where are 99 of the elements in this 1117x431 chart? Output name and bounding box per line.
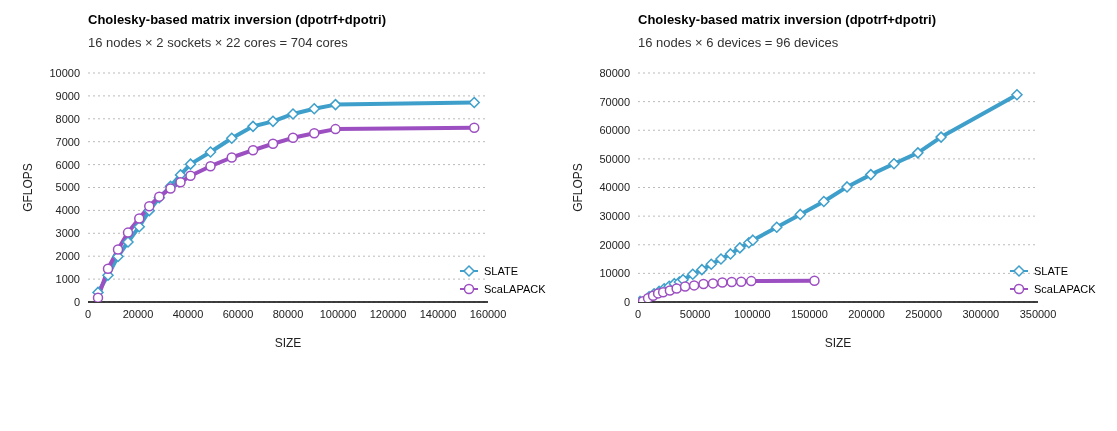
y-tick-label: 70000 <box>599 95 630 108</box>
point <box>865 168 877 181</box>
point <box>330 123 341 135</box>
x-axis-title: SIZE <box>274 336 302 350</box>
x-tick-label: 150000 <box>791 307 828 320</box>
legend-label: ScaLAPACK <box>1034 283 1096 295</box>
point <box>309 127 320 139</box>
y-tick-label: 4000 <box>55 204 80 217</box>
point <box>734 242 746 254</box>
point <box>226 152 237 163</box>
y-tick-label: 7000 <box>55 135 80 148</box>
y-tick-label: 40000 <box>599 181 630 194</box>
point <box>688 280 700 291</box>
x-tick-label: 120000 <box>369 307 407 320</box>
x-tick-label: 100000 <box>733 307 771 320</box>
x-tick-label: 100000 <box>319 307 357 320</box>
point <box>698 278 709 290</box>
x-tick-label: 80000 <box>272 307 304 320</box>
y-tick-label: 10000 <box>49 66 80 79</box>
point <box>185 170 196 182</box>
point <box>287 132 299 144</box>
point <box>205 160 216 172</box>
y-tick-label: 20000 <box>599 238 630 251</box>
point <box>747 234 759 246</box>
x-tick-label: 20000 <box>122 307 154 320</box>
x-tick-label: 50000 <box>679 307 711 320</box>
point <box>122 236 134 248</box>
y-axis-title: GFLOPS <box>21 163 36 212</box>
point <box>287 108 299 120</box>
legend-label: SLATE <box>1034 265 1069 277</box>
y-tick-label: 5000 <box>55 181 80 194</box>
chart-subtitle: 16 nodes × 6 devices = 96 devices <box>637 34 840 52</box>
x-tick-label: 60000 <box>222 307 254 320</box>
point <box>267 138 279 150</box>
y-axis-title: GFLOPS <box>571 163 586 212</box>
point <box>134 213 145 224</box>
y-tick-label: 6000 <box>55 158 80 171</box>
y-tick-label: 0 <box>623 295 630 308</box>
y-tick-label: 8000 <box>55 112 80 125</box>
point <box>679 281 691 292</box>
point <box>715 253 727 265</box>
point <box>705 258 718 270</box>
x-tick-label: 0 <box>634 307 642 320</box>
x-tick-label: 200000 <box>848 307 885 320</box>
point <box>841 181 853 193</box>
y-tick-label: 60000 <box>599 124 630 137</box>
point <box>175 176 186 188</box>
y-tick-label: 3000 <box>55 227 80 240</box>
chart-subtitle: 16 nodes × 2 sockets × 22 cores = 704 cores <box>87 34 349 52</box>
point <box>671 283 682 294</box>
chart-title: Cholesky-based matrix inversion (dpotrf+dpotri) <box>637 11 937 29</box>
x-tick-label: 250000 <box>905 307 943 320</box>
point <box>935 131 947 143</box>
point <box>707 278 719 289</box>
point <box>308 102 320 115</box>
legend-label: ScaLAPACK <box>484 283 546 295</box>
point <box>144 201 155 212</box>
point <box>247 120 259 133</box>
legend-label: SLATE <box>484 265 519 277</box>
point <box>888 157 900 170</box>
point <box>204 146 217 158</box>
y-tick-label: 0 <box>73 295 80 308</box>
y-tick-label: 2000 <box>55 250 80 263</box>
x-tick-label: 140000 <box>419 307 457 320</box>
x-tick-label: 0 <box>84 307 92 320</box>
x-axis-title: SIZE <box>824 336 852 350</box>
point <box>247 144 259 156</box>
y-tick-label: 1000 <box>55 273 80 286</box>
point <box>1011 89 1023 101</box>
point <box>809 275 820 287</box>
chart-title: Cholesky-based matrix inversion (dpotrf+dpotri) <box>87 11 387 29</box>
point <box>267 115 279 128</box>
x-tick-label: 40000 <box>172 307 204 320</box>
y-tick-label: 10000 <box>599 267 630 280</box>
point <box>735 276 747 287</box>
point <box>469 122 480 133</box>
point <box>912 147 924 159</box>
x-tick-label: 350000 <box>1019 307 1057 320</box>
point <box>724 248 737 260</box>
point <box>92 292 104 302</box>
y-tick-label: 50000 <box>599 152 630 165</box>
point <box>770 221 783 234</box>
y-tick-label: 30000 <box>599 210 630 223</box>
point <box>122 227 134 238</box>
point <box>686 268 699 280</box>
point <box>794 208 807 221</box>
point <box>746 275 757 287</box>
y-tick-label: 9000 <box>55 89 80 102</box>
point <box>226 132 238 145</box>
x-tick-label: 160000 <box>469 307 507 320</box>
point <box>184 158 197 170</box>
x-tick-label: 300000 <box>962 307 1000 320</box>
point <box>717 277 728 288</box>
point <box>112 244 124 255</box>
point <box>818 195 830 208</box>
point <box>696 263 708 276</box>
y-tick-label: 80000 <box>599 66 630 79</box>
point <box>726 276 737 288</box>
point <box>102 263 114 275</box>
